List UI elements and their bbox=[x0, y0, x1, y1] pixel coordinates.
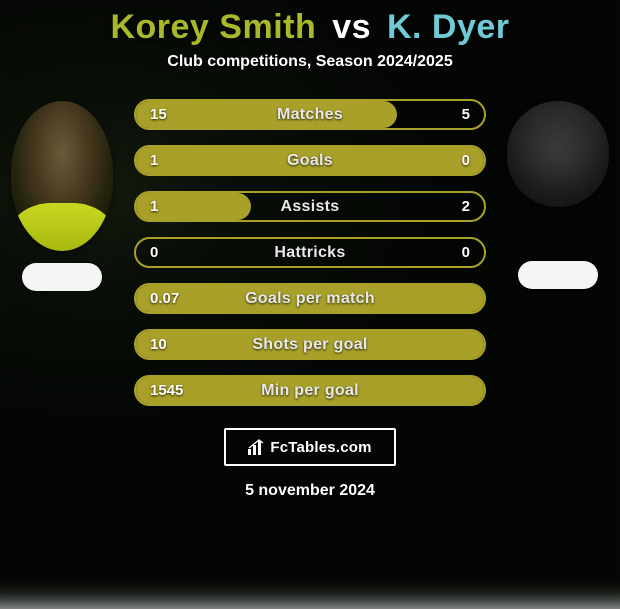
stat-label: Hattricks bbox=[274, 244, 345, 262]
comparison-title: Korey Smith vs K. Dyer bbox=[0, 8, 620, 47]
stat-label: Matches bbox=[277, 106, 343, 124]
title-player1: Korey Smith bbox=[110, 8, 316, 46]
stat-label: Goals per match bbox=[245, 290, 375, 308]
stat-label: Shots per goal bbox=[252, 336, 367, 354]
stat-value-right: 0 bbox=[430, 244, 470, 261]
stat-value-left: 0.07 bbox=[150, 290, 190, 307]
stat-value-left: 15 bbox=[150, 106, 190, 123]
player1-side bbox=[10, 99, 114, 291]
player2-avatar bbox=[507, 101, 609, 207]
stat-value-left: 10 bbox=[150, 336, 190, 353]
stat-row: 1 Assists 2 bbox=[134, 191, 486, 222]
stat-value-left: 1545 bbox=[150, 382, 190, 399]
stats-list: 15 Matches 5 1 Goals 0 1 Assists 2 0 Hattricks 0 0.0… bbox=[134, 99, 486, 406]
stat-label: Goals bbox=[287, 152, 333, 170]
title-player2: K. Dyer bbox=[387, 8, 510, 46]
stat-label: Min per goal bbox=[261, 382, 359, 400]
subtitle: Club competitions, Season 2024/2025 bbox=[0, 53, 620, 71]
site-label: FcTables.com bbox=[270, 439, 371, 456]
stat-value-left: 0 bbox=[150, 244, 190, 261]
stat-value-left: 1 bbox=[150, 152, 190, 169]
player2-club-badge bbox=[518, 261, 598, 289]
stat-row: 10 Shots per goal bbox=[134, 329, 486, 360]
player1-club-badge bbox=[22, 263, 102, 291]
card-content: Korey Smith vs K. Dyer Club competitions… bbox=[0, 0, 620, 580]
stat-row: 1545 Min per goal bbox=[134, 375, 486, 406]
stat-value-right: 0 bbox=[430, 152, 470, 169]
player1-avatar bbox=[11, 101, 113, 251]
player1-jersey bbox=[11, 203, 113, 251]
columns: 15 Matches 5 1 Goals 0 1 Assists 2 0 Hattricks 0 0.0… bbox=[0, 99, 620, 406]
player2-side bbox=[506, 99, 610, 289]
stat-label: Assists bbox=[280, 198, 339, 216]
stat-value-right: 5 bbox=[430, 106, 470, 123]
bars-icon bbox=[248, 439, 266, 455]
stat-row: 15 Matches 5 bbox=[134, 99, 486, 130]
site-attribution: FcTables.com bbox=[224, 428, 396, 466]
stat-value-right: 2 bbox=[430, 198, 470, 215]
title-vs: vs bbox=[332, 8, 371, 46]
stat-row: 0 Hattricks 0 bbox=[134, 237, 486, 268]
stat-value-left: 1 bbox=[150, 198, 190, 215]
stat-row: 0.07 Goals per match bbox=[134, 283, 486, 314]
stat-row: 1 Goals 0 bbox=[134, 145, 486, 176]
date: 5 november 2024 bbox=[0, 482, 620, 500]
